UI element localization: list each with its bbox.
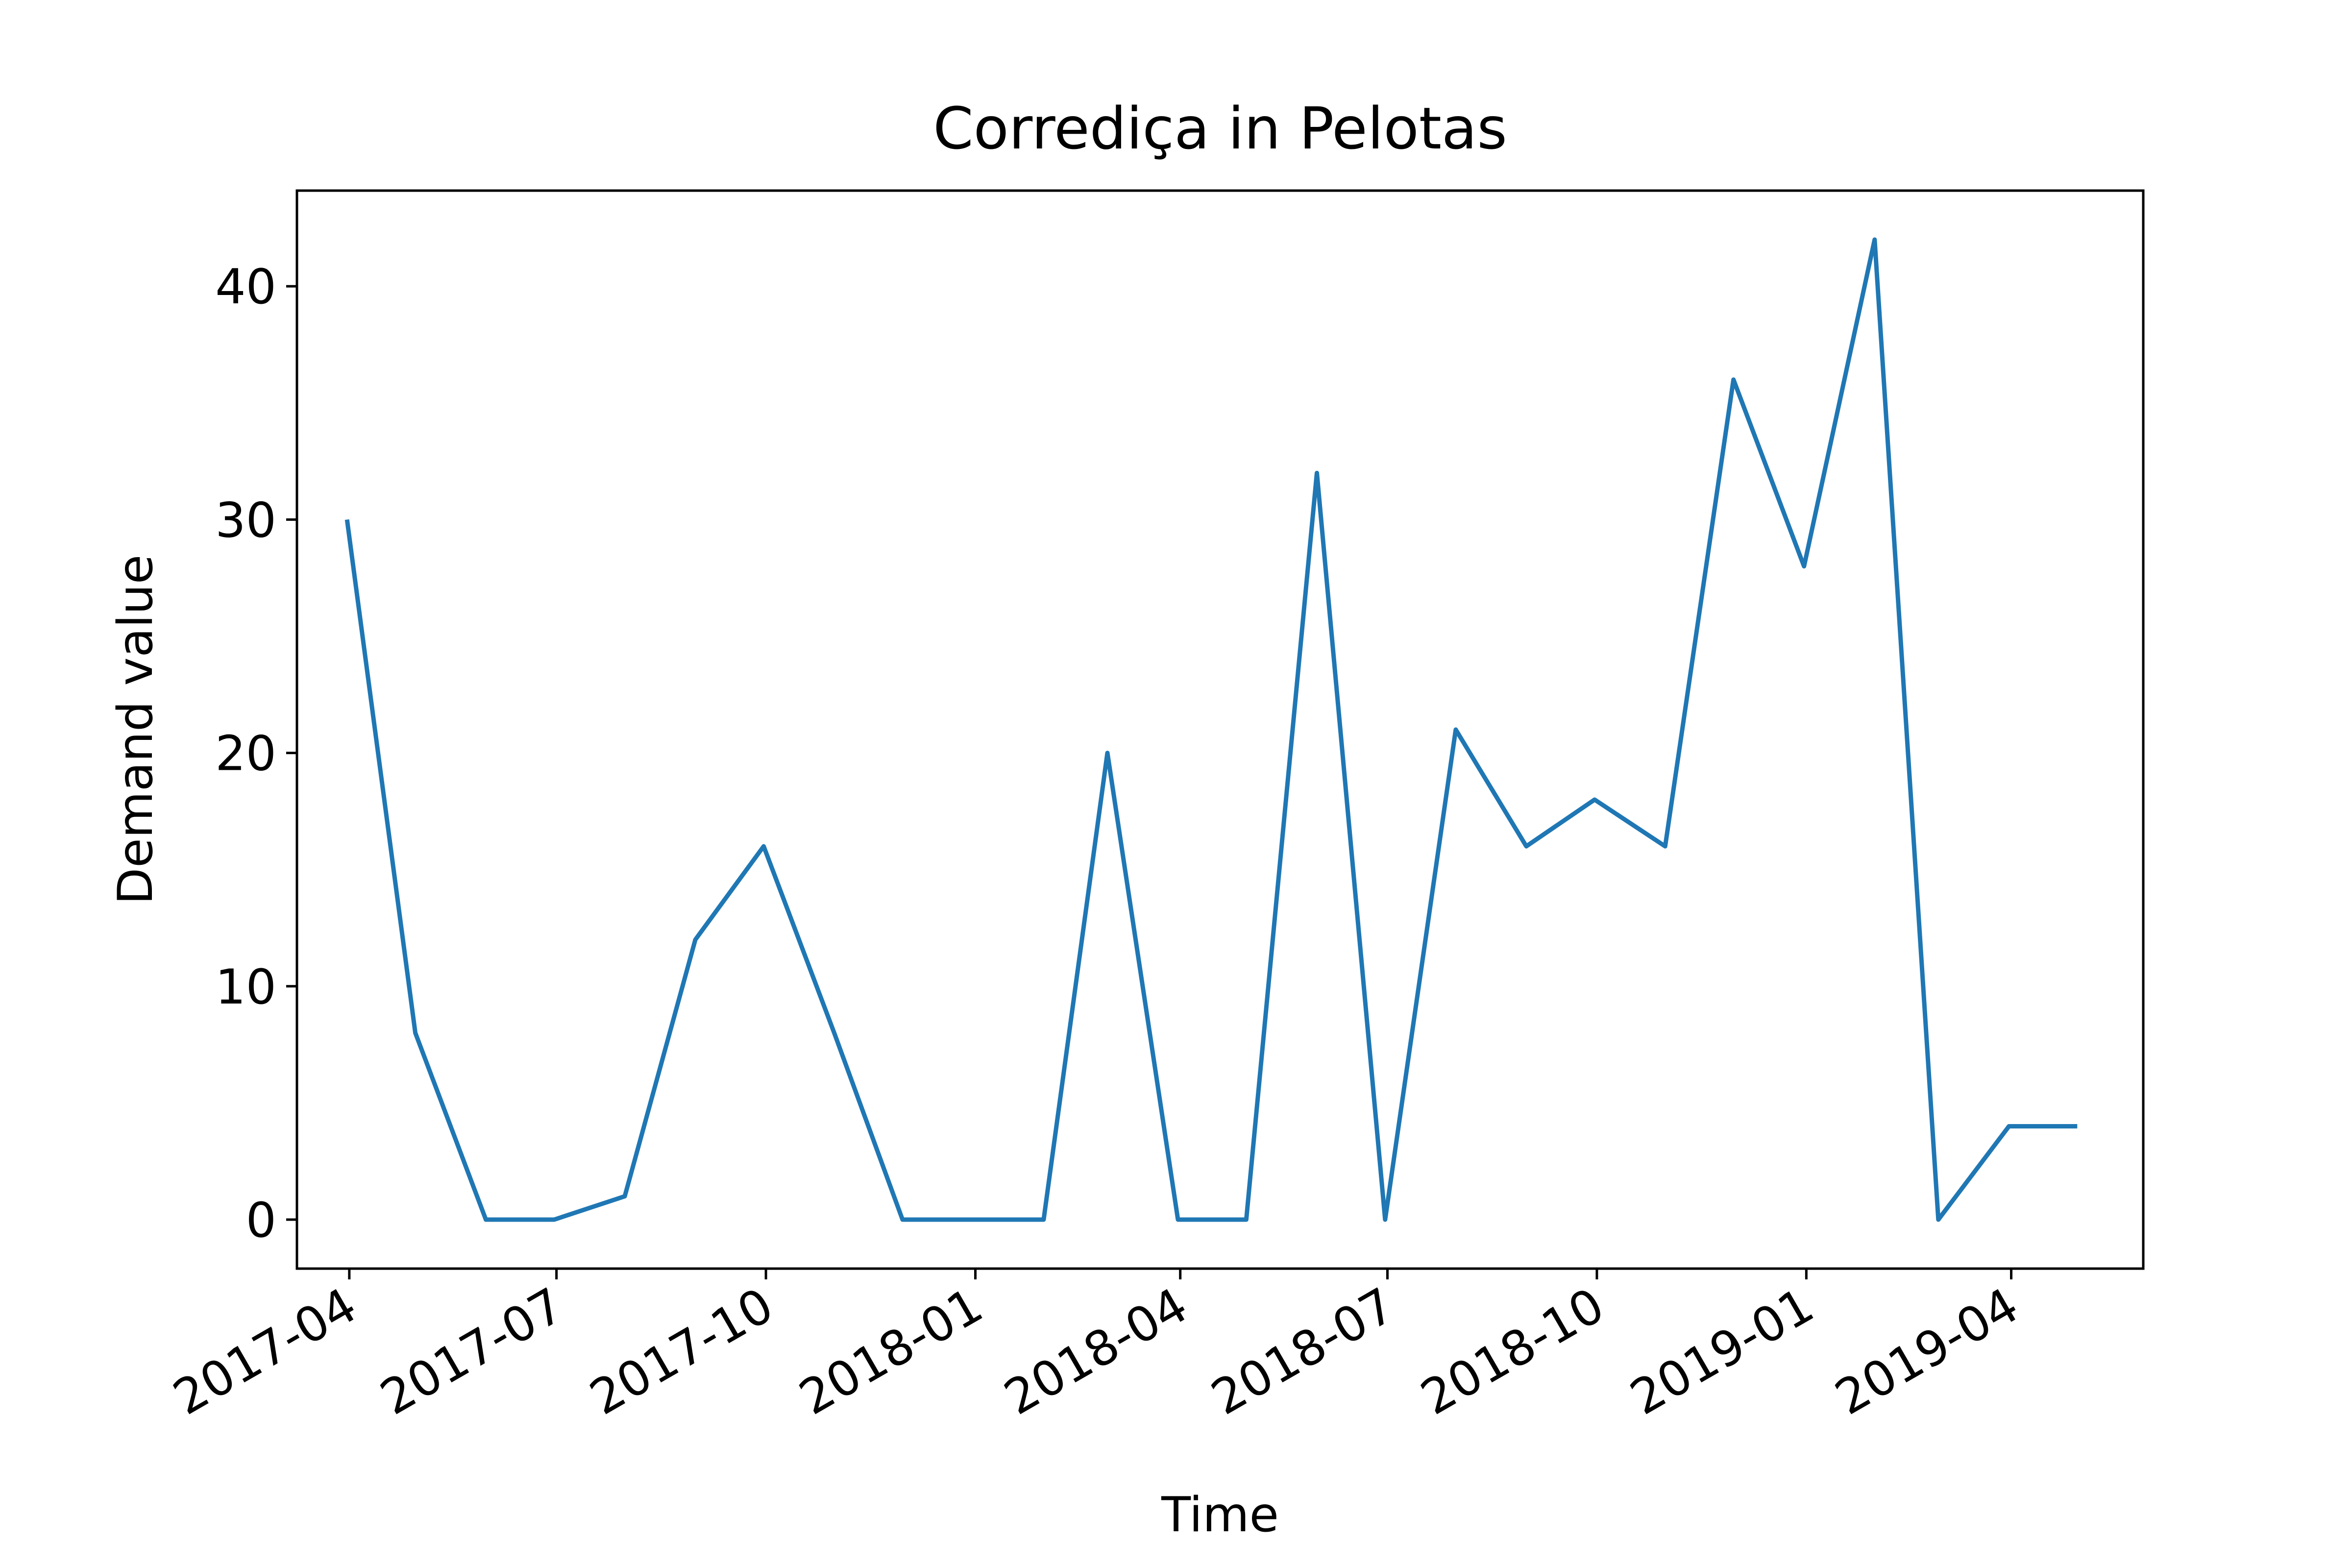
y-tick-label: 40: [215, 259, 276, 315]
y-tick-label: 0: [246, 1193, 276, 1249]
y-tick-label: 10: [215, 959, 276, 1015]
chart-title: Corrediça in Pelotas: [933, 95, 1507, 162]
axes-frame: [295, 189, 2145, 1270]
plot-area: [344, 237, 2078, 1222]
y-tick-label: 20: [215, 726, 276, 782]
x-tick-label: 2017-07: [371, 1277, 573, 1426]
x-tick-label: 2019-01: [1621, 1277, 1823, 1426]
x-tick-label: 2018-07: [1202, 1277, 1404, 1426]
y-tick-label: 30: [215, 492, 276, 548]
x-tick-label: 2018-10: [1412, 1277, 1614, 1426]
x-tick-label: 2017-10: [581, 1277, 783, 1426]
x-tick-label: 2018-04: [995, 1277, 1197, 1426]
y-axis-label: Demand value: [108, 555, 164, 905]
x-tick-label: 2018-01: [790, 1277, 992, 1426]
y-axis: 0 10 20 30 40: [215, 259, 297, 1249]
series-line-0: [344, 237, 2078, 1222]
x-tick-label: 2017-04: [164, 1277, 366, 1426]
x-axis-label: Time: [1161, 1487, 1279, 1543]
x-axis: 2017-04 2017-07 2017-10 2018-01 2018-04 2018-…: [164, 1269, 2028, 1426]
x-tick-label: 2019-04: [1826, 1277, 2028, 1426]
